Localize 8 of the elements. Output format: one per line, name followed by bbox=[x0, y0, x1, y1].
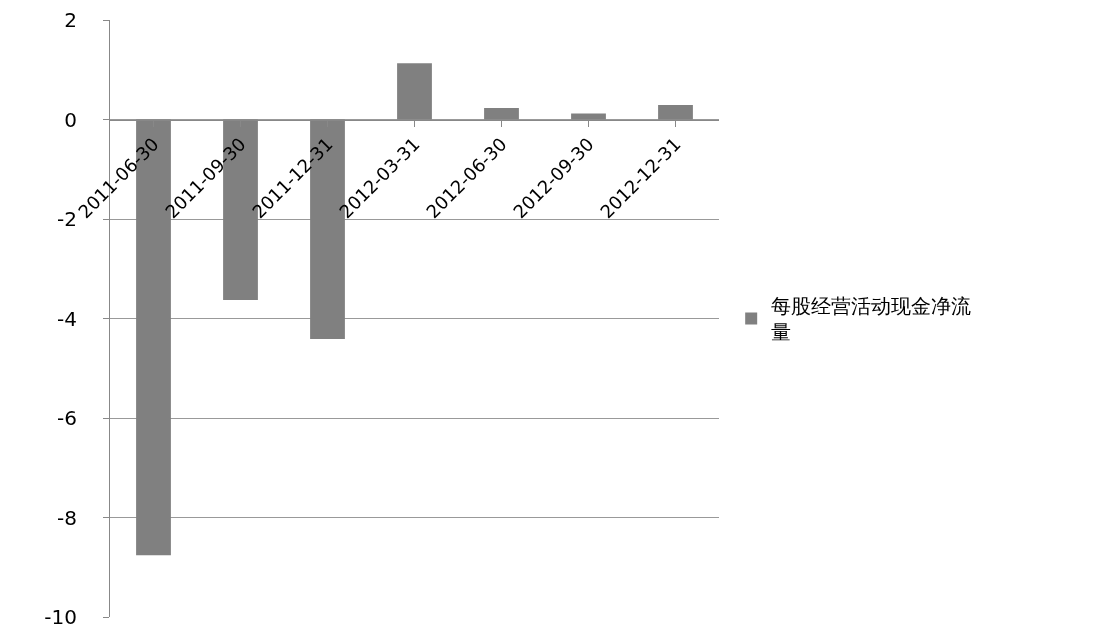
y-tick-label: 0 bbox=[64, 107, 77, 132]
y-tick-label: -10 bbox=[44, 605, 77, 629]
y-tick-label: -2 bbox=[57, 207, 77, 231]
y-tick-label: -6 bbox=[57, 406, 77, 430]
y-tick-label: -4 bbox=[57, 306, 77, 331]
y-tick-label: -8 bbox=[57, 505, 77, 530]
legend-label: 每股经营活动现金净流量 bbox=[771, 294, 972, 345]
y-tick-label: 2 bbox=[64, 8, 77, 32]
